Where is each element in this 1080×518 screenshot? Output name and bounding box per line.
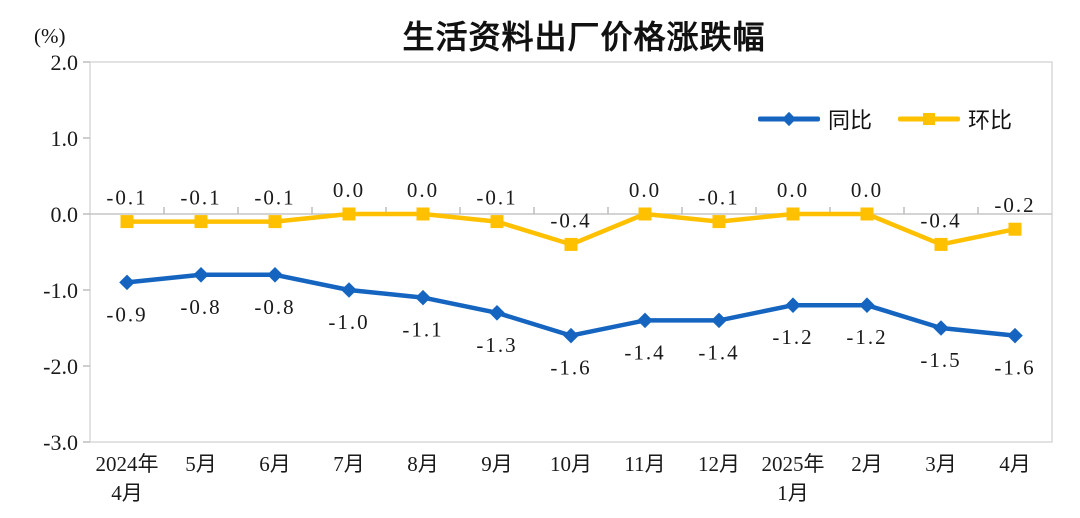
svg-text:9月: 9月: [481, 452, 513, 476]
svg-text:1月: 1月: [777, 481, 809, 505]
svg-text:-1.0: -1.0: [328, 310, 369, 334]
svg-text:7月: 7月: [333, 452, 365, 476]
svg-text:6月: 6月: [259, 452, 291, 476]
svg-text:-0.4: -0.4: [920, 208, 961, 232]
svg-text:-0.8: -0.8: [180, 295, 221, 319]
svg-text:2024年: 2024年: [96, 452, 159, 476]
svg-text:-3.0: -3.0: [43, 430, 78, 455]
svg-text:0.0: 0.0: [629, 178, 661, 202]
svg-text:-0.1: -0.1: [476, 186, 517, 210]
svg-text:-1.4: -1.4: [624, 340, 665, 364]
mom-line-square-marker-icon: [898, 108, 961, 130]
svg-text:-1.0: -1.0: [43, 278, 78, 303]
svg-text:11月: 11月: [624, 452, 665, 476]
svg-text:1.0: 1.0: [51, 126, 79, 151]
legend-item-mom: 环比: [898, 103, 1012, 135]
legend-item-yoy: 同比: [758, 103, 872, 135]
svg-text:12月: 12月: [698, 452, 740, 476]
legend-label-mom: 环比: [968, 108, 1013, 133]
legend: 同比 环比: [758, 103, 1012, 135]
svg-text:3月: 3月: [925, 452, 957, 476]
svg-text:2.0: 2.0: [51, 50, 79, 75]
svg-text:-1.5: -1.5: [920, 348, 961, 372]
svg-text:-1.6: -1.6: [550, 356, 591, 380]
svg-text:8月: 8月: [407, 452, 439, 476]
svg-text:-1.3: -1.3: [476, 333, 517, 357]
svg-text:0.0: 0.0: [851, 178, 883, 202]
svg-text:-0.1: -0.1: [698, 186, 739, 210]
svg-text:4月: 4月: [111, 481, 143, 505]
svg-text:-0.1: -0.1: [106, 186, 147, 210]
svg-text:-0.1: -0.1: [180, 186, 221, 210]
svg-text:0.0: 0.0: [407, 178, 439, 202]
svg-text:0.0: 0.0: [777, 178, 809, 202]
svg-text:-0.9: -0.9: [106, 302, 147, 326]
svg-text:0.0: 0.0: [51, 202, 79, 227]
svg-text:10月: 10月: [550, 452, 592, 476]
svg-text:-0.2: -0.2: [994, 193, 1035, 217]
svg-text:-1.2: -1.2: [846, 325, 887, 349]
svg-text:-1.4: -1.4: [698, 340, 739, 364]
svg-text:2025年: 2025年: [762, 452, 825, 476]
svg-text:-2.0: -2.0: [43, 354, 78, 379]
svg-text:5月: 5月: [185, 452, 217, 476]
svg-text:-0.4: -0.4: [550, 208, 591, 232]
svg-text:-0.1: -0.1: [254, 186, 295, 210]
yoy-line-diamond-marker-icon: [758, 108, 820, 130]
svg-text:0.0: 0.0: [333, 178, 365, 202]
svg-text:-0.8: -0.8: [254, 295, 295, 319]
y-axis-unit-label: (%): [34, 24, 66, 48]
chart-title: 生活资料出厂价格涨跌幅: [402, 19, 766, 55]
svg-text:-1.6: -1.6: [994, 356, 1035, 380]
legend-label-yoy: 同比: [828, 108, 873, 133]
svg-text:2月: 2月: [851, 452, 883, 476]
svg-text:-1.1: -1.1: [402, 318, 443, 342]
svg-text:4月: 4月: [999, 452, 1031, 476]
svg-text:-1.2: -1.2: [772, 325, 813, 349]
